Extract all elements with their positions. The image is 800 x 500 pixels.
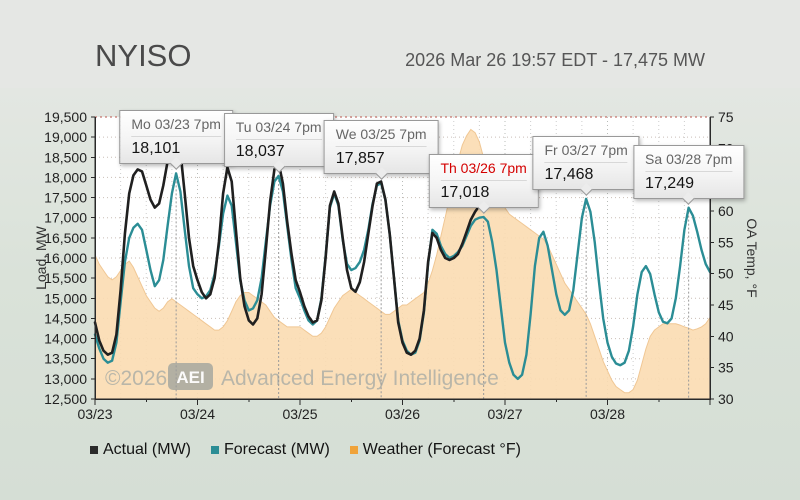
callout-title: Tu 03/24 7pm	[235, 119, 322, 140]
svg-text:Advanced Energy Intelligence: Advanced Energy Intelligence	[221, 367, 499, 390]
callout-th-peak-today: Th 03/26 7pm 17,018	[428, 153, 539, 214]
svg-text:13,000: 13,000	[44, 371, 87, 387]
svg-text:19,000: 19,000	[44, 129, 87, 145]
svg-text:AEI: AEI	[176, 368, 204, 387]
svg-text:19,500: 19,500	[44, 109, 87, 125]
actual-load-line	[93, 129, 485, 357]
svg-text:14,000: 14,000	[44, 331, 87, 347]
watermark: ©2026 AEI Advanced Energy Intelligence	[105, 363, 499, 390]
svg-text:14,500: 14,500	[44, 310, 87, 326]
callout-droplines	[175, 173, 690, 399]
aei-badge	[168, 363, 213, 390]
callout-mo-peak: Mo 03/23 7pm 18,101	[119, 110, 233, 171]
svg-text:40: 40	[718, 328, 734, 344]
svg-text:60: 60	[718, 203, 734, 219]
svg-text:35: 35	[718, 360, 734, 376]
callout-we-peak: We 03/25 7pm 17,857	[323, 120, 439, 181]
callout-value: 17,018	[440, 183, 490, 201]
legend-item-actual[interactable]: Actual (MW)	[90, 441, 191, 459]
svg-text:45: 45	[718, 297, 734, 313]
svg-text:16,000: 16,000	[44, 250, 87, 266]
header-band	[0, 0, 800, 88]
svg-text:18,000: 18,000	[44, 169, 87, 185]
callout-title: We 03/25 7pm	[335, 126, 427, 148]
legend-item-forecast[interactable]: Forecast (MW)	[211, 441, 330, 459]
svg-text:©2026: ©2026	[105, 367, 167, 390]
svg-text:16,500: 16,500	[44, 230, 87, 246]
svg-text:03/26: 03/26	[385, 406, 420, 422]
callout-value: 17,857	[335, 150, 385, 168]
svg-text:03/25: 03/25	[282, 406, 317, 422]
svg-text:03/28: 03/28	[590, 406, 625, 422]
callout-title: Sa 03/28 7pm	[645, 151, 733, 172]
legend: Actual (MW) Forecast (MW) Weather (Forec…	[90, 441, 521, 459]
svg-text:15,000: 15,000	[44, 290, 87, 306]
svg-text:17,500: 17,500	[44, 190, 87, 206]
callout-title: Fr 03/27 7pm	[544, 142, 628, 163]
svg-text:03/27: 03/27	[487, 406, 522, 422]
legend-label: Weather (Forecast °F)	[362, 441, 521, 458]
forecast-series-swatch	[211, 446, 219, 454]
svg-text:75: 75	[718, 109, 734, 125]
callout-fr-peak: Fr 03/27 7pm 17,468	[532, 135, 640, 196]
axes	[91, 116, 714, 405]
tick-labels: 19,500 19,000 18,500 18,000 17,500 17,000 16,5…	[44, 109, 734, 422]
svg-text:03/24: 03/24	[180, 406, 215, 422]
svg-text:55: 55	[718, 234, 734, 250]
callout-sa-peak: Sa 03/28 7pm 17,249	[633, 144, 745, 205]
callout-value: 18,037	[235, 142, 285, 160]
legend-item-weather[interactable]: Weather (Forecast °F)	[349, 441, 521, 459]
svg-text:13,500: 13,500	[44, 351, 87, 367]
callout-value: 17,249	[645, 174, 694, 192]
right-axis-title: OA Temp, °F	[744, 218, 760, 297]
svg-text:15,500: 15,500	[44, 270, 87, 286]
weather-area	[94, 128, 711, 400]
legend-label: Actual (MW)	[103, 441, 191, 458]
legend-label: Forecast (MW)	[224, 441, 330, 458]
svg-text:30: 30	[718, 391, 734, 407]
svg-text:12,500: 12,500	[44, 391, 87, 407]
callout-tu-peak: Tu 03/24 7pm 18,037	[223, 112, 334, 173]
callout-title: Mo 03/23 7pm	[131, 116, 221, 138]
page-title: NYISO	[95, 38, 192, 73]
callout-value: 17,468	[544, 165, 594, 183]
svg-text:17,000: 17,000	[44, 210, 87, 226]
callout-title: Th 03/26 7pm	[440, 160, 527, 181]
axis-titles: Load, MW OA Temp, °F	[33, 218, 760, 297]
svg-text:50: 50	[718, 266, 734, 282]
weather-series-swatch	[349, 446, 358, 454]
left-axis-title: Load, MW	[33, 225, 49, 290]
current-time-load-readout: 2026 Mar 26 19:57 EDT - 17,475 MW	[405, 50, 705, 70]
svg-text:18,500: 18,500	[44, 149, 87, 165]
actual-series-swatch	[90, 446, 98, 454]
callout-value: 18,101	[131, 140, 181, 158]
svg-text:03/23: 03/23	[77, 406, 112, 422]
